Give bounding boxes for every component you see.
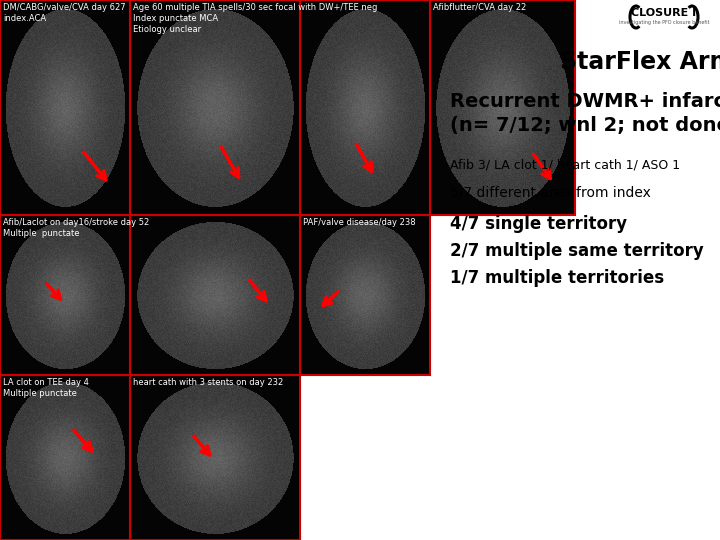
- Text: CLOSURE I: CLOSURE I: [631, 8, 696, 18]
- Text: Afibflutter/CVA day 22: Afibflutter/CVA day 22: [433, 3, 526, 12]
- Bar: [130, 375, 300, 540]
- Text: DM/CABG/valve/CVA day 627
index.ACA: DM/CABG/valve/CVA day 627 index.ACA: [3, 3, 125, 23]
- Bar: [300, 0, 430, 215]
- Bar: [300, 215, 430, 375]
- Bar: [0, 215, 130, 375]
- Bar: [0, 0, 130, 215]
- Bar: [430, 0, 575, 215]
- Text: StarFlex Arm: StarFlex Arm: [560, 50, 720, 74]
- Text: LA clot on TEE day 4
Multiple punctate: LA clot on TEE day 4 Multiple punctate: [3, 378, 89, 398]
- Text: Afib 3/ LA clot 1/ heart cath 1/ ASO 1: Afib 3/ LA clot 1/ heart cath 1/ ASO 1: [450, 158, 680, 171]
- Bar: [430, 0, 575, 215]
- Bar: [0, 375, 130, 540]
- Text: Afib/Laclot on day16/stroke day 52
Multiple  punctate: Afib/Laclot on day16/stroke day 52 Multi…: [3, 218, 149, 238]
- Bar: [130, 0, 300, 215]
- Bar: [130, 0, 300, 215]
- Bar: [0, 215, 130, 375]
- Bar: [300, 0, 430, 215]
- Bar: [130, 215, 300, 375]
- Text: PAF/valve disease/day 238: PAF/valve disease/day 238: [303, 218, 415, 227]
- Text: Recurrent DWMR+ infarcts
(n= 7/12; wnl 2; not done 3): Recurrent DWMR+ infarcts (n= 7/12; wnl 2…: [450, 92, 720, 134]
- Text: Age 60 multiple TIA spells/30 sec focal with DW+/TEE neg
Index punctate MCA
Etio: Age 60 multiple TIA spells/30 sec focal …: [133, 3, 377, 34]
- Text: 4/7 single territory: 4/7 single territory: [450, 215, 627, 233]
- Bar: [130, 375, 300, 540]
- Text: 1/7 multiple territories: 1/7 multiple territories: [450, 269, 664, 287]
- Bar: [0, 375, 130, 540]
- Text: 2/7 multiple same territory: 2/7 multiple same territory: [450, 242, 703, 260]
- Bar: [300, 215, 430, 375]
- Text: investigating the PFO closure benefit: investigating the PFO closure benefit: [618, 20, 709, 25]
- Bar: [130, 215, 300, 375]
- Bar: [0, 0, 130, 215]
- Text: heart cath with 3 stents on day 232: heart cath with 3 stents on day 232: [133, 378, 283, 387]
- Text: 5/7 different area from index: 5/7 different area from index: [450, 185, 651, 199]
